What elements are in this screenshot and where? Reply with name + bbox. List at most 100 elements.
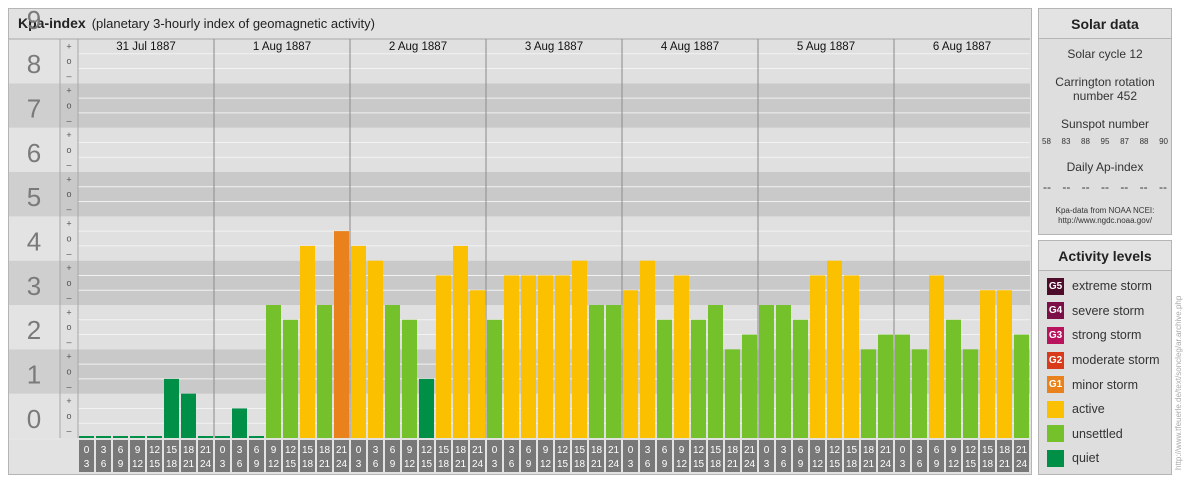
y-tick-label: 2 [27, 315, 41, 345]
legend-label: strong storm [1072, 328, 1142, 343]
interval-cell [487, 440, 502, 472]
interval-cell [419, 440, 434, 472]
interval-end-label: 15 [693, 459, 705, 470]
level-band [9, 39, 1030, 84]
third-level-label: – [66, 115, 71, 125]
interval-cell [572, 440, 587, 472]
interval-end-label: 21 [591, 459, 603, 470]
sunspot-value: 83 [1061, 137, 1071, 146]
third-level-label: – [66, 248, 71, 258]
y-tick-label: 0 [27, 404, 41, 434]
interval-start-label: 0 [356, 445, 362, 456]
interval-start-label: 18 [863, 445, 875, 456]
sunspot-value: 87 [1120, 137, 1129, 146]
interval-start-label: 0 [900, 445, 906, 456]
day-label: 31 Jul 1887 [116, 41, 175, 53]
kp-bar [674, 275, 689, 438]
kp-bar [198, 436, 213, 438]
interval-start-label: 3 [781, 445, 787, 456]
third-level-label: + [66, 263, 71, 273]
kp-bar [402, 319, 417, 438]
interval-end-label: 12 [404, 459, 416, 470]
day-label: 6 Aug 1887 [933, 41, 991, 53]
interval-end-label: 18 [166, 459, 178, 470]
interval-cell [249, 440, 264, 472]
kp-bar [725, 349, 740, 438]
interval-end-label: 21 [863, 459, 875, 470]
interval-end-label: 12 [948, 459, 960, 470]
y-tick-label: 6 [27, 138, 41, 168]
chart-subtitle: (planetary 3-hourly index of geomagnetic… [91, 16, 375, 31]
interval-end-label: 9 [390, 459, 396, 470]
interval-end-label: 6 [781, 459, 787, 470]
kp-bar [946, 319, 961, 438]
ap-index-values: -- -- -- -- -- -- -- [1039, 180, 1171, 194]
interval-cell [810, 440, 825, 472]
interval-cell [623, 440, 638, 472]
interval-start-label: 18 [727, 445, 739, 456]
interval-end-label: 9 [526, 459, 532, 470]
interval-start-label: 12 [285, 445, 297, 456]
interval-end-label: 9 [254, 459, 260, 470]
level-band [9, 127, 1030, 172]
kp-bar [79, 436, 94, 438]
interval-end-label: 6 [917, 459, 923, 470]
third-level-label: + [66, 219, 71, 229]
interval-end-label: 12 [676, 459, 688, 470]
interval-start-label: 0 [84, 445, 90, 456]
interval-cell [300, 440, 315, 472]
y-tick-label: 3 [27, 271, 41, 301]
interval-start-label: 15 [302, 445, 314, 456]
kp-bar [980, 290, 995, 438]
interval-cell [538, 440, 553, 472]
legend-swatch [1047, 449, 1064, 467]
kp-bar [181, 393, 196, 438]
interval-cell [776, 440, 791, 472]
legend-label: severe storm [1072, 303, 1145, 318]
interval-cell [980, 440, 995, 472]
kp-bar [1014, 334, 1029, 438]
legend-label: quiet [1072, 451, 1100, 466]
interval-start-label: 18 [319, 445, 331, 456]
kp-bar [555, 275, 570, 438]
y-tick-label: 7 [27, 94, 41, 124]
interval-start-label: 18 [455, 445, 467, 456]
third-level-label: + [66, 174, 71, 184]
interval-end-label: 12 [540, 459, 552, 470]
kp-bar [334, 231, 349, 438]
interval-start-label: 3 [373, 445, 379, 456]
ap-value: -- [1158, 180, 1167, 194]
kp-bar [164, 378, 179, 438]
interval-end-label: 6 [509, 459, 515, 470]
interval-end-label: 24 [472, 459, 484, 470]
kp-bar [113, 436, 128, 438]
interval-end-label: 9 [934, 459, 940, 470]
interval-cell [113, 440, 128, 472]
interval-end-label: 6 [101, 459, 107, 470]
interval-end-label: 24 [608, 459, 620, 470]
third-level-label: o [66, 278, 71, 288]
interval-end-label: 15 [965, 459, 977, 470]
credit-link[interactable]: http://www.ngdc.noaa.gov/ [1058, 216, 1152, 225]
kp-bar [929, 275, 944, 438]
legend-label: active [1072, 402, 1105, 417]
y-tick-label: 1 [27, 360, 41, 390]
solar-data-panel: Solar data Solar cycle 12 Carrington rot… [1038, 8, 1172, 235]
level-band [9, 393, 1030, 438]
sunspot-heading: Sunspot number [1060, 117, 1150, 131]
interval-cell [912, 440, 927, 472]
kp-bar [708, 305, 723, 438]
level-band [9, 216, 1030, 261]
interval-start-label: 6 [934, 445, 940, 456]
day-label: 3 Aug 1887 [525, 41, 583, 53]
interval-end-label: 21 [319, 459, 331, 470]
interval-cell [878, 440, 893, 472]
interval-end-label: 6 [373, 459, 379, 470]
kp-bar [742, 334, 757, 438]
kp-bar [249, 436, 264, 438]
activity-levels-heading: Activity levels [1039, 241, 1171, 271]
activity-levels-panel: Activity levels G5 extreme storm G4 severe… [1038, 240, 1172, 475]
kp-bar [147, 436, 162, 438]
interval-end-label: 12 [268, 459, 280, 470]
third-level-label: o [66, 367, 71, 377]
